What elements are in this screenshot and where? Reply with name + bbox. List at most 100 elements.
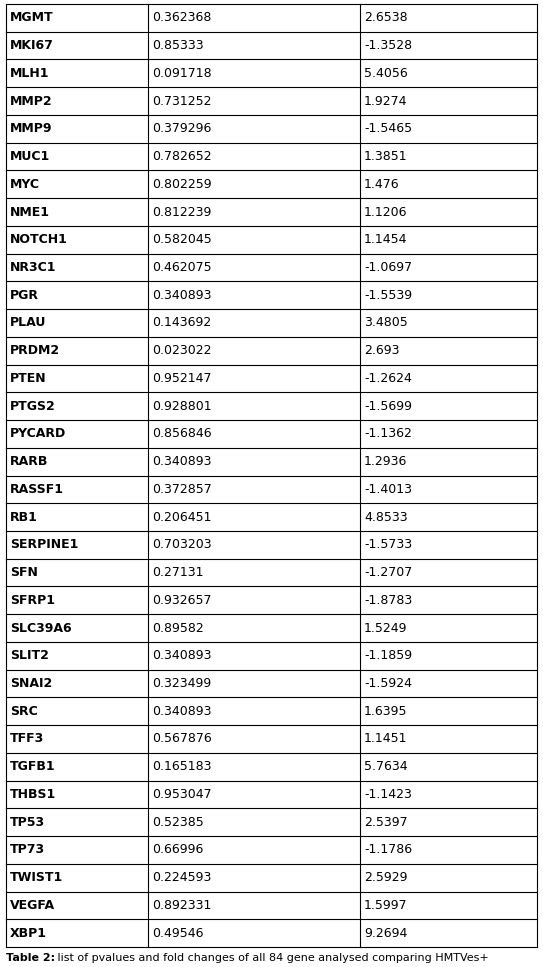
Text: RARB: RARB xyxy=(10,455,48,468)
Text: 0.66996: 0.66996 xyxy=(152,843,204,857)
Text: 0.340893: 0.340893 xyxy=(152,705,212,718)
Text: 1.476: 1.476 xyxy=(364,178,400,190)
Text: NOTCH1: NOTCH1 xyxy=(10,233,68,247)
Text: 0.091718: 0.091718 xyxy=(152,67,212,80)
Text: 5.4056: 5.4056 xyxy=(364,67,408,80)
Text: MGMT: MGMT xyxy=(10,12,54,24)
Text: MLH1: MLH1 xyxy=(10,67,49,80)
Text: PTGS2: PTGS2 xyxy=(10,399,56,413)
Text: -1.0697: -1.0697 xyxy=(364,261,412,274)
Text: 0.703203: 0.703203 xyxy=(152,539,212,551)
Text: 0.953047: 0.953047 xyxy=(152,788,212,801)
Text: 1.9274: 1.9274 xyxy=(364,95,407,107)
Text: MMP9: MMP9 xyxy=(10,122,53,135)
Text: -1.1859: -1.1859 xyxy=(364,649,412,662)
Text: MUC1: MUC1 xyxy=(10,150,50,163)
Text: TWIST1: TWIST1 xyxy=(10,871,63,884)
Text: 1.1454: 1.1454 xyxy=(364,233,407,247)
Text: PTEN: PTEN xyxy=(10,372,47,385)
Text: -1.2624: -1.2624 xyxy=(364,372,412,385)
Text: list of pvalues and fold changes of all 84 gene analysed comparing HMTVes+: list of pvalues and fold changes of all … xyxy=(54,952,489,963)
Text: 0.952147: 0.952147 xyxy=(152,372,212,385)
Text: -1.5733: -1.5733 xyxy=(364,539,412,551)
Text: TP53: TP53 xyxy=(10,816,45,829)
Text: MMP2: MMP2 xyxy=(10,95,53,107)
Text: 0.340893: 0.340893 xyxy=(152,289,212,302)
Text: 2.693: 2.693 xyxy=(364,344,400,357)
Text: 0.802259: 0.802259 xyxy=(152,178,212,190)
Text: MKI67: MKI67 xyxy=(10,39,54,52)
Text: -1.1423: -1.1423 xyxy=(364,788,412,801)
Text: SFRP1: SFRP1 xyxy=(10,594,55,607)
Text: SLC39A6: SLC39A6 xyxy=(10,622,72,634)
Text: 0.856846: 0.856846 xyxy=(152,427,212,440)
Text: 2.5397: 2.5397 xyxy=(364,816,408,829)
Text: VEGFA: VEGFA xyxy=(10,899,55,912)
Text: -1.5699: -1.5699 xyxy=(364,399,412,413)
Text: PRDM2: PRDM2 xyxy=(10,344,60,357)
Text: 0.379296: 0.379296 xyxy=(152,122,211,135)
Text: 0.362368: 0.362368 xyxy=(152,12,211,24)
Text: Table 2:: Table 2: xyxy=(6,952,55,963)
Text: 0.143692: 0.143692 xyxy=(152,316,211,330)
Text: 1.1451: 1.1451 xyxy=(364,732,407,746)
Text: 0.462075: 0.462075 xyxy=(152,261,212,274)
Text: -1.4013: -1.4013 xyxy=(364,483,412,496)
Text: 0.224593: 0.224593 xyxy=(152,871,211,884)
Text: -1.5465: -1.5465 xyxy=(364,122,412,135)
Text: 0.892331: 0.892331 xyxy=(152,899,211,912)
Text: 0.023022: 0.023022 xyxy=(152,344,212,357)
Text: 9.2694: 9.2694 xyxy=(364,926,407,940)
Text: 0.782652: 0.782652 xyxy=(152,150,212,163)
Text: 5.7634: 5.7634 xyxy=(364,760,408,774)
Text: 0.340893: 0.340893 xyxy=(152,455,212,468)
Text: NME1: NME1 xyxy=(10,206,50,219)
Text: 0.372857: 0.372857 xyxy=(152,483,212,496)
Text: 0.49546: 0.49546 xyxy=(152,926,204,940)
Text: -1.8783: -1.8783 xyxy=(364,594,412,607)
Text: -1.3528: -1.3528 xyxy=(364,39,412,52)
Text: 0.85333: 0.85333 xyxy=(152,39,204,52)
Text: 1.1206: 1.1206 xyxy=(364,206,407,219)
Text: 0.567876: 0.567876 xyxy=(152,732,212,746)
Text: 1.5249: 1.5249 xyxy=(364,622,407,634)
Text: THBS1: THBS1 xyxy=(10,788,56,801)
Text: 1.5997: 1.5997 xyxy=(364,899,408,912)
Text: RB1: RB1 xyxy=(10,511,38,523)
Text: 0.932657: 0.932657 xyxy=(152,594,212,607)
Text: RASSF1: RASSF1 xyxy=(10,483,64,496)
Text: PYCARD: PYCARD xyxy=(10,427,66,440)
Text: PGR: PGR xyxy=(10,289,39,302)
Text: 2.5929: 2.5929 xyxy=(364,871,407,884)
Text: 1.3851: 1.3851 xyxy=(364,150,408,163)
Text: SNAI2: SNAI2 xyxy=(10,677,52,690)
Text: 0.206451: 0.206451 xyxy=(152,511,212,523)
Text: 0.323499: 0.323499 xyxy=(152,677,211,690)
Text: 0.812239: 0.812239 xyxy=(152,206,211,219)
Text: 0.27131: 0.27131 xyxy=(152,566,204,579)
Text: TGFB1: TGFB1 xyxy=(10,760,55,774)
Text: 2.6538: 2.6538 xyxy=(364,12,408,24)
Text: SRC: SRC xyxy=(10,705,38,718)
Text: 0.340893: 0.340893 xyxy=(152,649,212,662)
Text: -1.5924: -1.5924 xyxy=(364,677,412,690)
Text: 0.89582: 0.89582 xyxy=(152,622,204,634)
Text: SLIT2: SLIT2 xyxy=(10,649,49,662)
Text: TFF3: TFF3 xyxy=(10,732,44,746)
Text: TP73: TP73 xyxy=(10,843,45,857)
Text: 0.928801: 0.928801 xyxy=(152,399,212,413)
Text: NR3C1: NR3C1 xyxy=(10,261,56,274)
Text: -1.2707: -1.2707 xyxy=(364,566,412,579)
Text: 0.165183: 0.165183 xyxy=(152,760,212,774)
Text: SERPINE1: SERPINE1 xyxy=(10,539,78,551)
Text: XBP1: XBP1 xyxy=(10,926,47,940)
Text: 0.52385: 0.52385 xyxy=(152,816,204,829)
Text: MYC: MYC xyxy=(10,178,40,190)
Text: -1.5539: -1.5539 xyxy=(364,289,412,302)
Text: PLAU: PLAU xyxy=(10,316,46,330)
Text: 3.4805: 3.4805 xyxy=(364,316,408,330)
Text: 4.8533: 4.8533 xyxy=(364,511,408,523)
Text: 0.731252: 0.731252 xyxy=(152,95,212,107)
Text: SFN: SFN xyxy=(10,566,38,579)
Text: -1.1786: -1.1786 xyxy=(364,843,412,857)
